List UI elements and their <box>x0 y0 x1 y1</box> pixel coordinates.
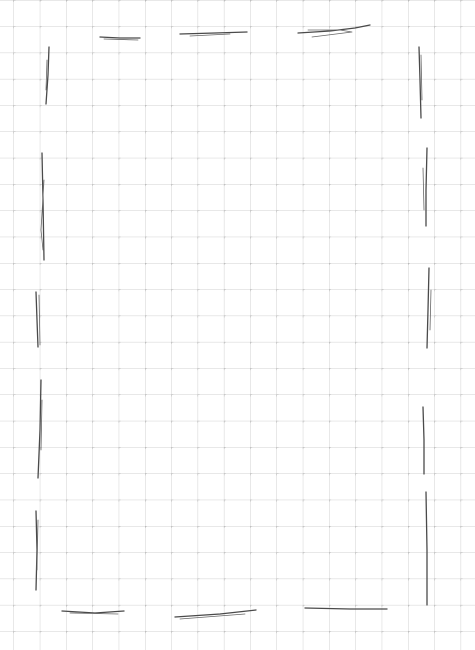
stroke <box>179 31 248 35</box>
stroke <box>69 612 119 615</box>
stroke <box>103 38 139 41</box>
stroke <box>425 491 428 606</box>
stroke <box>38 294 41 346</box>
stroke <box>418 46 422 119</box>
stroke <box>35 291 39 348</box>
stroke <box>179 613 246 620</box>
stroke <box>45 46 50 105</box>
stroke <box>40 399 43 451</box>
stroke <box>61 610 125 614</box>
stroke <box>422 167 425 211</box>
stroke <box>174 609 257 618</box>
stroke <box>297 24 371 34</box>
stroke <box>99 36 141 39</box>
stroke <box>45 59 48 91</box>
stroke <box>189 33 231 37</box>
stroke <box>429 289 432 331</box>
stroke <box>36 519 39 571</box>
stroke <box>422 406 425 475</box>
stroke <box>425 147 428 227</box>
stroke <box>426 267 430 349</box>
stroke <box>420 54 423 101</box>
stroke <box>307 29 353 38</box>
stroke <box>40 179 45 251</box>
stroke <box>37 379 42 479</box>
stroke <box>304 607 388 610</box>
sketch <box>35 24 432 620</box>
